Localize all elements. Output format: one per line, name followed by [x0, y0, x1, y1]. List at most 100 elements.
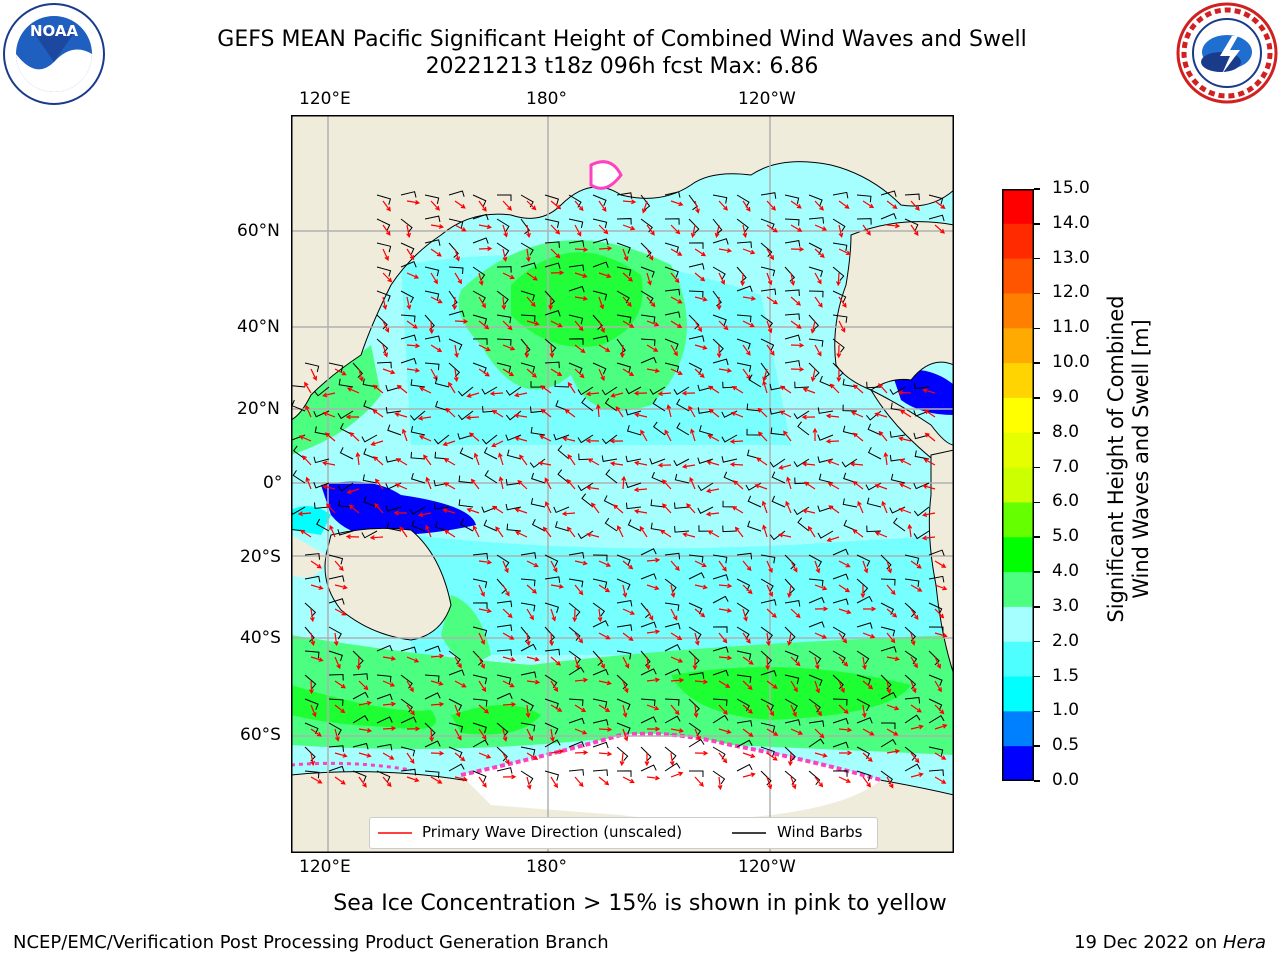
wave-direction-arrow	[670, 677, 685, 683]
wave-direction-arrow	[670, 584, 676, 598]
wave-direction-arrow	[445, 407, 456, 418]
wave-direction-arrow	[810, 320, 816, 334]
wind-barb	[568, 741, 585, 748]
noaa-logo: NOAA	[3, 3, 105, 105]
wave-direction-arrow	[334, 704, 346, 714]
wave-direction-arrow	[491, 505, 504, 514]
wind-barb	[592, 620, 609, 628]
wind-barb	[808, 338, 824, 347]
colorbar-tick-mark	[1034, 501, 1040, 504]
wave-direction-arrow	[934, 704, 945, 715]
wind-barb	[313, 502, 330, 509]
wave-direction-arrow	[634, 460, 648, 466]
wind-barb	[472, 338, 488, 345]
wave-direction-arrow	[595, 403, 601, 418]
wind-barb	[505, 479, 522, 486]
wind-barb	[688, 194, 698, 211]
wind-barb	[616, 218, 632, 225]
wind-barb	[784, 313, 800, 320]
wave-direction-arrow	[790, 656, 801, 667]
wave-direction-arrow	[622, 608, 636, 615]
wave-direction-arrow	[430, 200, 440, 211]
wave-direction-arrow	[664, 429, 672, 442]
wave-direction-arrow	[322, 411, 336, 418]
wave-direction-arrow	[716, 344, 722, 359]
colorbar-tick-mark	[1034, 640, 1040, 643]
wind-barb	[664, 668, 681, 676]
wave-direction-arrow	[622, 728, 629, 742]
wave-direction-arrow	[430, 224, 445, 229]
wave-direction-arrow	[309, 680, 314, 695]
wave-direction-arrow	[646, 296, 656, 308]
colorbar-tick-mark	[1034, 292, 1040, 295]
wave-direction-arrow	[542, 526, 552, 538]
wave-direction-arrow	[448, 381, 456, 394]
wind-barb	[328, 650, 343, 662]
wave-direction-arrow	[526, 584, 537, 594]
wind-barb	[472, 722, 487, 734]
wave-direction-arrow	[478, 344, 491, 352]
wave-direction-arrow	[358, 700, 372, 706]
wind-barb	[843, 472, 858, 484]
wind-barb	[797, 517, 810, 532]
wind-barb	[568, 698, 584, 707]
wave-direction-arrow	[498, 476, 504, 490]
wind-barb	[832, 717, 849, 725]
wave-direction-arrow	[540, 385, 552, 394]
wave-direction-arrow	[355, 451, 361, 466]
wave-direction-arrow	[766, 608, 777, 618]
wind-barb	[640, 314, 656, 324]
colorbar-cell	[1002, 676, 1034, 712]
wave-direction-arrow	[345, 414, 360, 420]
wind-barb	[520, 218, 530, 235]
wind-barb	[674, 526, 690, 533]
wave-direction-arrow	[598, 368, 605, 382]
wind-barb	[712, 358, 729, 366]
wave-direction-arrow	[838, 750, 853, 756]
wind-barb	[808, 314, 820, 330]
wave-direction-arrow	[934, 723, 948, 730]
wind-barb	[568, 314, 584, 325]
colorbar-tick-label: 0.5	[1052, 735, 1080, 756]
wind-barb	[664, 552, 681, 560]
wind-barb	[880, 554, 892, 570]
wave-direction-arrow	[812, 427, 818, 442]
wind-barb	[337, 482, 354, 492]
wind-barb	[673, 502, 690, 509]
wave-direction-arrow	[790, 224, 803, 232]
wind-barb	[328, 673, 344, 681]
wave-direction-arrow	[694, 584, 708, 590]
wave-direction-arrow	[519, 454, 528, 466]
wind-barb	[784, 360, 801, 367]
wave-direction-arrow	[430, 776, 443, 784]
wave-direction-arrow	[670, 704, 680, 716]
wind-barb	[592, 290, 608, 301]
wind-barb	[841, 458, 858, 468]
wind-barb	[592, 238, 609, 245]
wind-barb	[880, 738, 897, 748]
colorbar-cell	[1002, 711, 1034, 747]
wave-direction-arrow	[393, 510, 408, 516]
wave-region-gulf-of-mexico	[891, 369, 954, 415]
wave-direction-arrow	[778, 464, 792, 470]
wave-direction-arrow	[670, 296, 683, 304]
wind-barb	[520, 552, 537, 559]
wind-barb	[817, 505, 834, 512]
wind-barb	[650, 499, 666, 508]
wave-direction-arrow	[886, 680, 892, 694]
wave-direction-arrow	[324, 432, 336, 442]
wind-barb	[688, 722, 702, 737]
wave-direction-arrow	[886, 704, 900, 711]
wind-barb	[784, 746, 796, 762]
wave-direction-arrow	[372, 409, 384, 418]
wind-barb	[352, 742, 369, 750]
wave-direction-arrow	[670, 368, 683, 375]
wave-direction-arrow	[549, 728, 555, 743]
wave-direction-arrow	[550, 320, 563, 328]
wave-direction-arrow	[766, 704, 775, 717]
wave-direction-arrow	[478, 200, 487, 212]
wind-barb	[448, 722, 464, 733]
wind-barb	[674, 473, 690, 484]
wind-barb	[892, 517, 906, 532]
wave-direction-arrow	[591, 502, 600, 514]
